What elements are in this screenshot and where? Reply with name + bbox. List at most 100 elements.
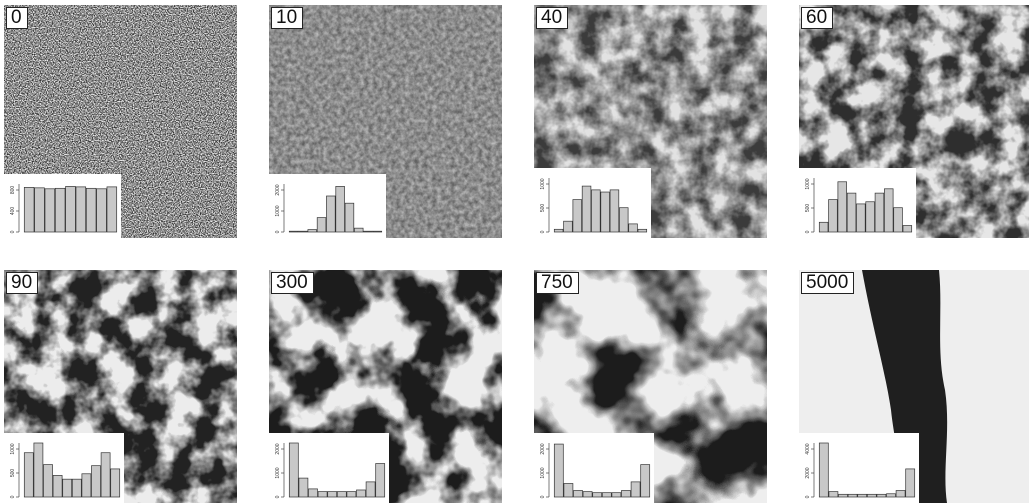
histogram-bar <box>85 187 97 233</box>
histogram-bar <box>847 493 858 498</box>
step-label: 750 <box>536 272 579 294</box>
histogram-bar <box>71 478 82 498</box>
histogram-bar <box>43 464 53 498</box>
histogram-bar <box>375 463 386 498</box>
histogram-bar <box>828 199 838 233</box>
histogram-svg: 0 1000 2000 <box>275 184 383 233</box>
histogram-bar <box>601 492 612 498</box>
histogram-bar <box>96 188 107 233</box>
histogram-bar <box>288 230 299 233</box>
histogram-bar <box>621 490 631 498</box>
histogram-bar <box>619 207 629 233</box>
histogram-bar <box>65 186 76 233</box>
histogram-inset: 0 1000 2000 <box>269 174 386 238</box>
histogram-bar <box>582 491 593 498</box>
histogram-bar <box>52 475 63 498</box>
histogram-bar <box>33 442 44 498</box>
histogram-bar <box>553 228 564 233</box>
histogram-bar <box>637 228 648 233</box>
y-tick-label: 500 <box>805 204 811 213</box>
y-tick-label: 0 <box>275 230 281 233</box>
step-label: 60 <box>801 7 834 29</box>
histogram-bar <box>54 187 66 233</box>
y-tick-label: 1000 <box>275 467 281 478</box>
step-label: 0 <box>6 7 28 29</box>
histogram-bar <box>846 192 857 233</box>
histogram-bar <box>818 442 829 498</box>
histogram-bar <box>828 491 839 498</box>
histogram-bar <box>876 493 887 498</box>
histogram-bar <box>317 491 328 498</box>
histogram-bar <box>23 187 35 233</box>
histogram-bar <box>365 481 376 498</box>
histogram-svg: 0 500 1000 <box>805 178 913 233</box>
histogram-bar <box>100 452 111 498</box>
histogram-inset: 0 400 800 <box>4 174 121 238</box>
histogram-bar <box>857 493 868 498</box>
histogram-bar <box>609 189 620 233</box>
y-tick-label: 0 <box>805 495 811 498</box>
histogram-bar <box>886 493 896 498</box>
histogram-bar <box>592 492 603 498</box>
y-tick-label: 2000 <box>540 443 546 454</box>
y-tick-label: 500 <box>10 469 16 478</box>
histogram-svg: 0 2000 4000 <box>805 442 916 498</box>
panel-1: 10 0 1000 2000 <box>269 5 502 238</box>
histogram-bar <box>75 186 87 233</box>
panel-2: 40 0 500 1000 <box>534 5 767 238</box>
y-tick-label: 1000 <box>540 178 546 189</box>
histogram-bar <box>307 229 317 233</box>
histogram-bar <box>611 492 622 498</box>
histogram-bar <box>23 452 34 498</box>
panel-4: 90 0 500 1000 <box>4 270 237 503</box>
histogram-bar <box>335 186 345 233</box>
histogram-inset: 0 500 1000 <box>799 168 916 238</box>
histogram-bar <box>572 199 582 233</box>
histogram-bar <box>308 488 318 498</box>
histogram-bar <box>563 220 573 233</box>
histogram-bar <box>563 483 574 498</box>
histogram-bar <box>326 195 336 233</box>
histogram-bar <box>346 491 357 498</box>
histogram-svg: 0 400 800 <box>10 184 118 233</box>
histogram-bar <box>640 464 651 498</box>
histogram-bar <box>856 203 866 233</box>
y-tick-label: 0 <box>10 495 16 498</box>
step-label: 90 <box>6 272 39 294</box>
histogram-bar <box>298 230 308 233</box>
histogram-bar <box>110 468 121 498</box>
panel-7: 5000 0 2000 4000 <box>799 270 1029 503</box>
panel-6: 750 0 1000 2000 <box>534 270 767 503</box>
y-tick-label: 0 <box>805 230 811 233</box>
histogram-svg: 0 1000 2000 <box>275 442 386 498</box>
histogram-inset: 0 500 1000 <box>4 433 124 503</box>
histogram-bar <box>372 230 383 233</box>
histogram-svg: 0 1000 2000 <box>540 443 651 498</box>
histogram-bar <box>591 189 601 233</box>
histogram-bar <box>354 227 364 233</box>
histogram-bar <box>344 202 355 233</box>
histogram-bar <box>884 188 894 233</box>
histogram-bar <box>893 207 903 233</box>
y-tick-label: 800 <box>10 186 16 195</box>
histogram-bar <box>34 187 45 233</box>
y-tick-label: 1000 <box>805 178 811 189</box>
histogram-inset: 0 500 1000 <box>534 168 651 238</box>
histogram-bar <box>837 181 847 233</box>
histogram-bar <box>288 442 299 498</box>
histogram-bar <box>581 185 592 233</box>
histogram-bar <box>630 481 641 498</box>
histogram-bar <box>91 465 101 498</box>
y-tick-label: 1000 <box>275 205 281 216</box>
histogram-bar <box>905 468 916 498</box>
histogram-bar <box>902 225 913 233</box>
histogram-bar <box>573 490 583 498</box>
histogram-bar <box>336 491 347 498</box>
y-tick-label: 2000 <box>275 443 281 454</box>
histogram-bar <box>316 217 327 233</box>
histogram-bar <box>818 221 829 233</box>
histogram-bar <box>327 491 338 498</box>
y-tick-label: 4000 <box>805 443 811 454</box>
histogram-bar <box>298 477 309 498</box>
histogram-bar <box>44 188 56 233</box>
